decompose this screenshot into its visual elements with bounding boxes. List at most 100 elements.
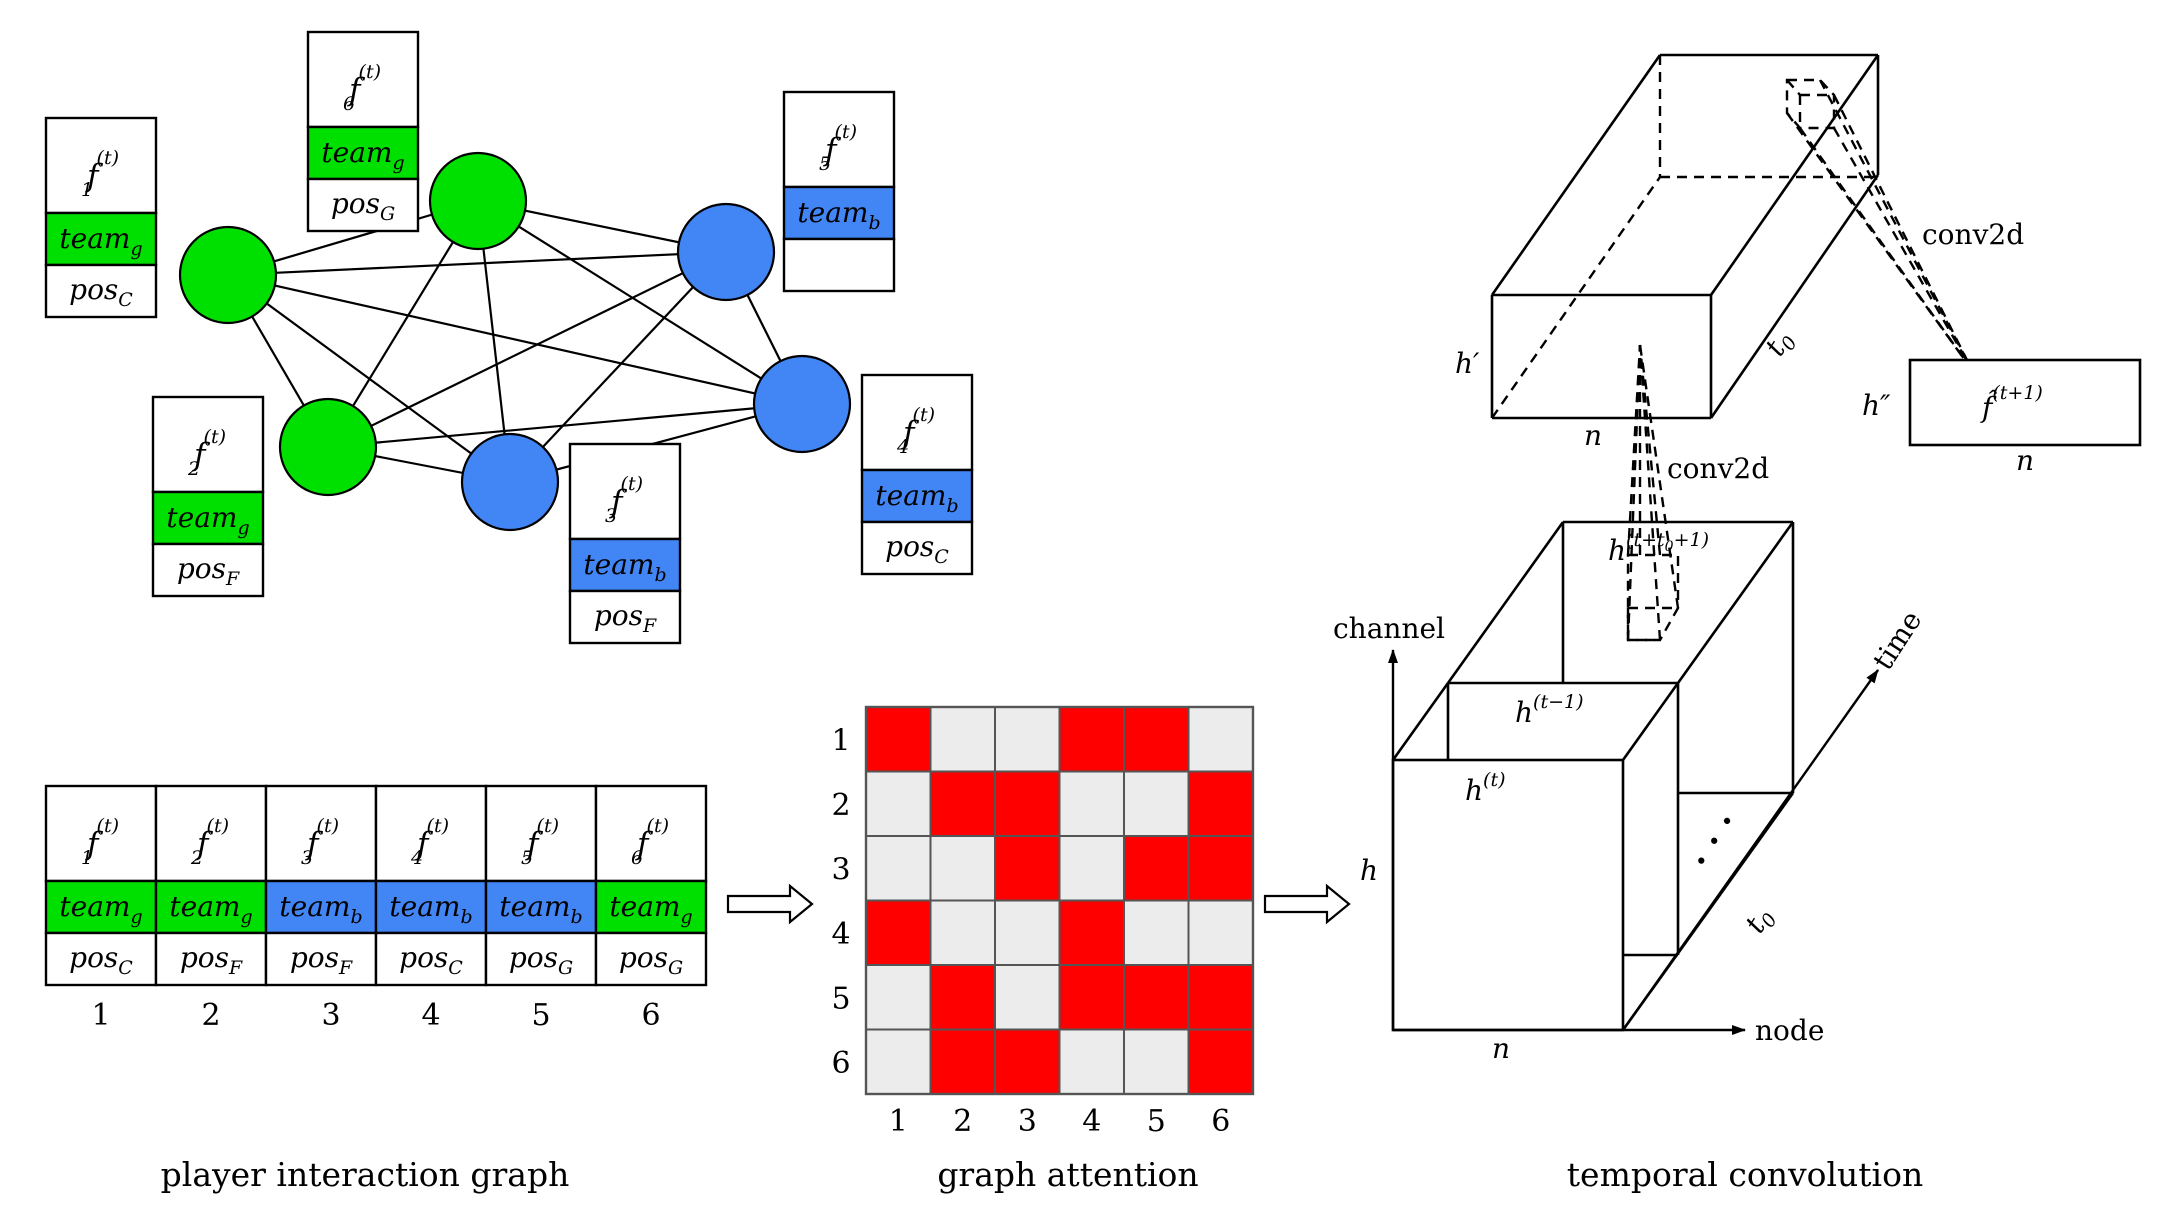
attention-cell — [994, 899, 1061, 966]
attention-cell — [994, 1028, 1061, 1095]
attention-cell — [1058, 835, 1125, 902]
attention-cell — [1058, 899, 1125, 966]
player-node-5 — [676, 202, 776, 302]
caption-player-graph: player interaction graph — [161, 1155, 570, 1194]
table-position-label: posF — [290, 941, 353, 979]
graph-nodes — [178, 151, 852, 532]
attention-cell — [1123, 835, 1190, 902]
player-node-1 — [178, 225, 278, 325]
attention-cell — [1058, 1028, 1125, 1095]
card-position-label: posF — [594, 599, 657, 637]
table-position-label: posF — [180, 941, 243, 979]
attention-cell — [994, 770, 1061, 837]
attention-cell — [1187, 899, 1254, 966]
label-node-axis: node — [1755, 1014, 1824, 1047]
player-node-6 — [428, 151, 528, 251]
player-node-4 — [752, 354, 852, 454]
attention-col-label: 4 — [1082, 1104, 1101, 1139]
attention-col-label: 6 — [1211, 1104, 1230, 1139]
caption-temporal-convolution: temporal convolution — [1567, 1155, 1923, 1194]
attention-cell — [929, 770, 996, 837]
attention-cell — [1187, 835, 1254, 902]
table-index-label: 4 — [421, 998, 440, 1033]
attention-row-label: 1 — [831, 723, 850, 758]
attention-cell — [1187, 964, 1254, 1031]
player-card-4: f(t) 4 teamb posC — [860, 373, 974, 576]
table-feature-label: f(t) 6 — [631, 815, 669, 869]
card-feature-label: f(t) 5 — [819, 121, 857, 175]
prediction-box — [1908, 358, 2142, 447]
card-team-label: teamb — [875, 479, 958, 517]
label-h-double-prime: h″ — [1862, 389, 1891, 422]
label-conv2d-top: conv2d — [1922, 218, 2024, 251]
player-node-3 — [460, 432, 560, 532]
table-team-label: teamg — [169, 890, 252, 928]
attention-cell — [865, 770, 932, 837]
label-h-stack: h(t+t0+1) — [1608, 529, 1709, 567]
table-team-label: teamb — [499, 890, 582, 928]
attention-cell — [929, 1028, 996, 1095]
attention-cell — [1123, 899, 1190, 966]
attention-cell — [929, 706, 996, 773]
attention-col-label: 5 — [1147, 1104, 1166, 1139]
attention-cell — [865, 1028, 932, 1095]
label-channel-axis: channel — [1333, 612, 1445, 645]
table-feature-label: f(t) 2 — [190, 815, 229, 869]
attention-cell — [994, 835, 1061, 902]
table-index-label: 2 — [201, 998, 220, 1033]
table-team-label: teamb — [279, 890, 362, 928]
attention-matrix: 1 2 3 4 5 6 1 2 3 4 5 6 — [831, 705, 1255, 1139]
table-index-label: 6 — [641, 998, 660, 1033]
table-column-6: f(t) 6 teamg posG 6 — [594, 784, 708, 1033]
player-card-5: f(t) 5 teamb — [782, 90, 896, 293]
graph-edge — [327, 251, 727, 448]
table-index-label: 1 — [91, 998, 110, 1033]
card-team-label: teamg — [321, 136, 404, 174]
attention-cell — [994, 964, 1061, 1031]
table-team-label: teamg — [609, 890, 692, 928]
card-team-label: teamg — [166, 501, 249, 539]
table-position-label: posG — [619, 941, 683, 979]
table-feature-label: f(t) 5 — [521, 815, 559, 869]
table-index-label: 3 — [321, 998, 340, 1033]
attention-cell — [1058, 770, 1125, 837]
card-feature-label: f(t) 4 — [896, 404, 935, 458]
attention-cell — [1123, 1028, 1190, 1095]
label-h-prev: h(t−1) — [1515, 691, 1584, 729]
attention-col-label: 1 — [889, 1104, 908, 1139]
label-t0-bottom: t0 — [1738, 901, 1782, 941]
attention-col-label: 3 — [1018, 1104, 1037, 1139]
card-position-label: posF — [177, 552, 240, 590]
graph-edge — [327, 402, 803, 449]
label-conv2d-mid: conv2d — [1667, 452, 1769, 485]
card-position-label: posG — [331, 187, 395, 225]
arrow-attention-to-conv — [1263, 883, 1351, 925]
attention-cell — [994, 706, 1061, 773]
attention-cell — [929, 964, 996, 1031]
table-position-label: posG — [509, 941, 573, 979]
label-h-cur: h(t) — [1465, 769, 1506, 807]
table-column-1: f(t) 1 teamg posC 1 — [44, 784, 158, 1033]
label-n-top: n — [1584, 419, 1602, 452]
attention-cell — [1123, 770, 1190, 837]
table-team-label: teamg — [59, 890, 142, 928]
label-h-prime: h′ — [1455, 347, 1480, 380]
graph-edge — [477, 200, 803, 405]
graph-edge — [509, 251, 727, 483]
graph-edge — [227, 250, 727, 277]
attention-row-label: 2 — [831, 788, 850, 823]
attention-cell — [865, 899, 932, 966]
label-n-right: n — [2016, 444, 2034, 477]
table-index-label: 5 — [531, 998, 550, 1033]
card-team-label: teamb — [583, 548, 666, 586]
card-team-label: teamg — [59, 222, 142, 260]
attention-col-label: 2 — [953, 1104, 972, 1139]
table-column-5: f(t) 5 teamb posG 5 — [484, 784, 598, 1033]
